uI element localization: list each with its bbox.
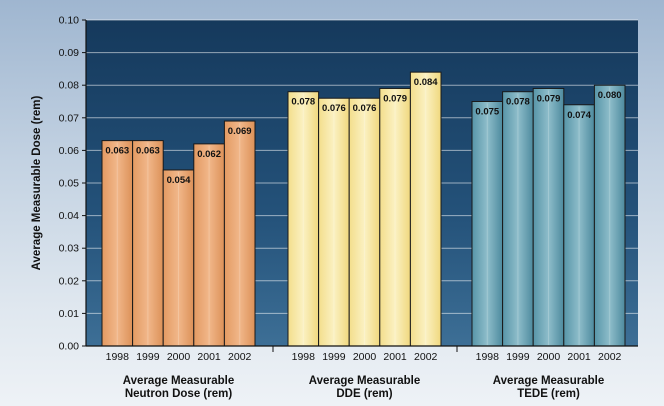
bar: [502, 91, 534, 347]
data-label: 0.080: [598, 90, 622, 101]
x-tick-label: 1998: [292, 351, 316, 363]
group-label: TEDE (rem): [517, 388, 580, 400]
x-tick-label: 2001: [567, 351, 591, 363]
data-label: 0.078: [506, 97, 530, 108]
data-label: 0.084: [414, 77, 438, 88]
y-tick-label: 0.10: [59, 15, 80, 27]
data-label: 0.054: [167, 175, 191, 186]
data-label: 0.076: [353, 103, 377, 114]
data-label: 0.074: [567, 110, 591, 121]
y-tick-label: 0.06: [59, 145, 80, 157]
group-label: Average Measurable: [309, 375, 420, 387]
x-tick-label: 1999: [506, 351, 530, 363]
x-tick-label: 2001: [197, 351, 221, 363]
y-tick-label: 0.02: [59, 275, 80, 287]
group-label: Average Measurable: [123, 375, 234, 387]
x-tick-label: 2000: [353, 351, 377, 363]
data-label: 0.079: [383, 93, 407, 104]
x-tick-label: 2001: [383, 351, 407, 363]
bar: [471, 101, 504, 347]
x-tick-label: 2002: [598, 351, 622, 363]
x-tick-label: 1999: [136, 351, 160, 363]
bar: [223, 120, 256, 347]
data-label: 0.062: [197, 149, 221, 160]
y-tick-label: 0.00: [59, 341, 80, 353]
data-label: 0.078: [291, 97, 315, 108]
bar: [563, 104, 595, 347]
y-tick-label: 0.03: [59, 243, 80, 255]
x-tick-label: 2000: [167, 351, 191, 363]
y-ticks: 0.00 0.01 0.02 0.03 0.04 0.05 0.06 0.07 0.08 0.09…: [59, 15, 86, 353]
bar: [593, 84, 626, 347]
y-tick-label: 0.08: [59, 80, 80, 92]
data-label: 0.069: [228, 126, 252, 137]
y-tick-label: 0.07: [59, 112, 80, 124]
y-axis-label: Average Measurable Dose (rem): [31, 95, 43, 270]
x-tick-label: 2002: [414, 351, 438, 363]
data-label: 0.075: [475, 107, 499, 118]
x-tick-label: 1998: [476, 351, 500, 363]
bar: [532, 87, 565, 347]
y-tick-label: 0.09: [59, 47, 80, 59]
x-tick-label: 1998: [106, 351, 130, 363]
data-label: 0.076: [322, 103, 346, 114]
bar: [162, 169, 195, 347]
group-label: Average Measurable: [493, 375, 604, 387]
y-tick-label: 0.04: [59, 210, 80, 222]
group-label: DDE (rem): [336, 388, 392, 400]
data-label: 0.063: [105, 146, 129, 157]
y-tick-label: 0.01: [59, 308, 80, 320]
data-label: 0.079: [537, 93, 561, 104]
group-label: Neutron Dose (rem): [125, 388, 233, 400]
x-tick-label: 2000: [537, 351, 561, 363]
data-label: 0.063: [136, 146, 160, 157]
bar: [379, 87, 411, 347]
x-tick-label: 2002: [228, 351, 252, 363]
x-tick-label: 1999: [322, 351, 346, 363]
y-tick-label: 0.05: [59, 178, 80, 190]
